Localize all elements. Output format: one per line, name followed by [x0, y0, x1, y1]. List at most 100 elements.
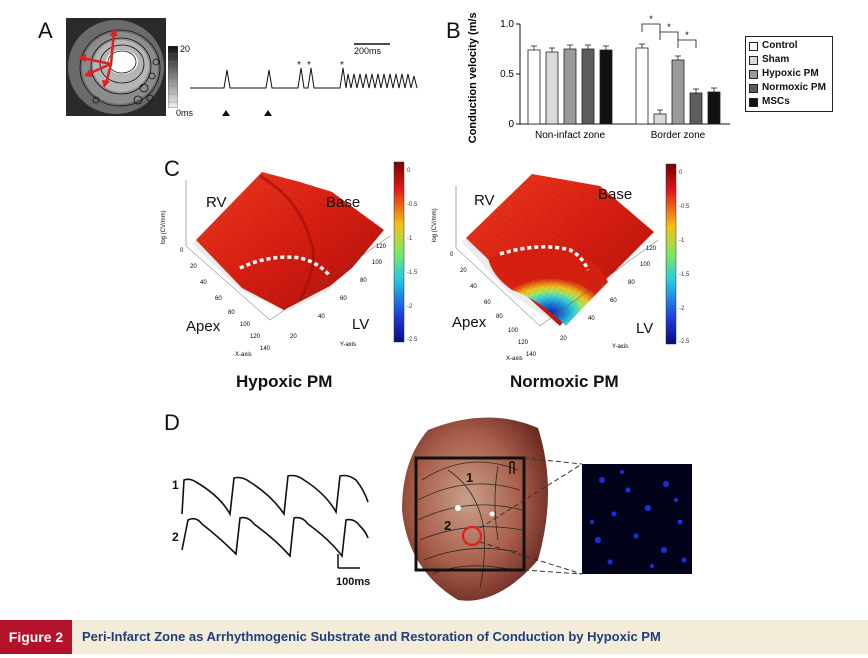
- svg-text:60: 60: [340, 296, 347, 302]
- svg-text:80: 80: [496, 314, 503, 320]
- apex-label: Apex: [452, 314, 487, 331]
- trace-2: [181, 516, 369, 559]
- colorbar-tick: -0.5: [679, 204, 690, 210]
- base-label: Base: [598, 186, 633, 203]
- figure-caption-bar: Figure 2 Peri-Infarct Zone as Arrhythmog…: [0, 620, 868, 654]
- colorbar-tick: -2.5: [407, 337, 418, 343]
- svg-text:60: 60: [610, 298, 617, 304]
- ectopic-star: *: [340, 60, 344, 71]
- conduction-velocity-bar-chart: 0 0.5 1.0 Conduction velocity (m/s) Non-infa…: [467, 12, 730, 143]
- legend-label: Control: [762, 40, 798, 51]
- colorbar-tick: -0.5: [407, 202, 418, 208]
- legend-swatch: [749, 83, 758, 93]
- legend-item: MSCs: [749, 95, 829, 109]
- significance-bracket: [659, 31, 679, 40]
- hypoxic-surface: log (CV/mm) 0 20 40 60 80 100 120 140 X-axis 2…: [161, 172, 391, 358]
- svg-text:Y-axis: Y-axis: [612, 344, 628, 350]
- svg-text:120: 120: [250, 334, 261, 340]
- legend-label: Sham: [762, 54, 790, 65]
- legend-label: Hypoxic PM: [762, 68, 819, 79]
- legend-item: Control: [749, 39, 829, 53]
- svg-text:X-axis: X-axis: [235, 352, 252, 358]
- rv-label: RV: [206, 194, 227, 211]
- legend-swatch: [749, 97, 758, 107]
- svg-text:120: 120: [518, 340, 529, 346]
- colorbar-tick: -2.5: [679, 339, 690, 345]
- fluorescence-micrograph: [582, 464, 692, 574]
- border-zone-dotted-line: [499, 245, 590, 271]
- panel-label-b: B: [446, 18, 461, 43]
- action-potential-traces: [181, 474, 369, 569]
- svg-text:Y-axis: Y-axis: [340, 342, 356, 348]
- svg-text:60: 60: [484, 300, 491, 306]
- legend-swatch: [749, 41, 758, 51]
- svg-text:80: 80: [228, 310, 235, 316]
- ectopic-star: *: [307, 60, 311, 71]
- colorbar-tick: -1: [407, 236, 413, 242]
- panel-label-a: A: [38, 18, 53, 43]
- activation-map-image: [66, 18, 166, 116]
- svg-text:0: 0: [450, 252, 454, 258]
- bar-chart-legend: Control Sham Hypoxic PM Normoxic PM MSCs: [745, 36, 833, 112]
- colorbar-tick: -1: [679, 238, 685, 244]
- recording-site-marker: [461, 525, 483, 547]
- legend-item: Normoxic PM: [749, 81, 829, 95]
- significance-bracket: [641, 23, 661, 32]
- y-tick-label: 1.0: [500, 19, 514, 30]
- group-label: Border zone: [651, 130, 706, 141]
- colorbar-tick: -1.5: [407, 270, 418, 276]
- colorbar-tick: -2: [679, 306, 685, 312]
- svg-text:log (CV/mm): log (CV/mm): [432, 208, 438, 242]
- time-scale-label: 200ms: [354, 46, 382, 56]
- apex-label: Apex: [186, 318, 221, 335]
- significance-star: *: [685, 30, 689, 40]
- colorbar-tick: -2: [407, 304, 413, 310]
- svg-text:80: 80: [360, 278, 367, 284]
- svg-text:60: 60: [215, 296, 222, 302]
- trace-1-label: 1: [172, 478, 179, 492]
- time-scale-label: 100ms: [336, 576, 371, 588]
- base-label: Base: [326, 194, 361, 211]
- mapping-field-box: [414, 456, 526, 572]
- lv-label: LV: [352, 316, 370, 333]
- svg-text:20: 20: [190, 264, 197, 270]
- y-axis-label: Conduction velocity (m/s): [467, 12, 479, 143]
- heart-photo: [402, 417, 692, 601]
- svg-text:40: 40: [318, 314, 325, 320]
- svg-text:20: 20: [560, 336, 567, 342]
- svg-text:120: 120: [376, 244, 387, 250]
- ectopic-star: *: [297, 60, 301, 71]
- svg-text:100: 100: [240, 322, 251, 328]
- colorbar: [665, 163, 677, 345]
- trace-1: [181, 474, 369, 517]
- svg-text:140: 140: [526, 352, 537, 358]
- figure-caption-text: Peri-Infarct Zone as Arrhythmogenic Subs…: [82, 629, 661, 644]
- svg-text:100: 100: [640, 262, 651, 268]
- svg-text:100: 100: [508, 328, 519, 334]
- legend-label: Normoxic PM: [762, 82, 826, 93]
- significance-star: *: [649, 14, 653, 24]
- svg-text:40: 40: [200, 280, 207, 286]
- svg-text:140: 140: [260, 346, 271, 352]
- legend-label: MSCs: [762, 96, 790, 107]
- activation-time-scale-bar: [168, 46, 178, 108]
- map-site-2-label: 2: [444, 518, 452, 533]
- border-zone-dotted-line: [239, 255, 332, 278]
- rv-label: RV: [474, 192, 495, 209]
- svg-text:0: 0: [180, 248, 184, 254]
- svg-text:20: 20: [290, 334, 297, 340]
- stimulus-arrow: [264, 110, 272, 116]
- legend-item: Sham: [749, 53, 829, 67]
- svg-text:log (CV/mm): log (CV/mm): [161, 210, 167, 244]
- svg-text:120: 120: [646, 246, 657, 252]
- svg-text:X-axis: X-axis: [506, 356, 523, 362]
- group-label: Non-infact zone: [535, 130, 605, 141]
- colorbar-tick: 0: [679, 170, 683, 176]
- colorbar-tick: -1.5: [679, 272, 690, 278]
- svg-text:40: 40: [470, 284, 477, 290]
- trace-2-label: 2: [172, 530, 179, 544]
- hypoxic-pm-title: Hypoxic PM: [236, 372, 333, 391]
- colorbar-tick: 0: [407, 168, 411, 174]
